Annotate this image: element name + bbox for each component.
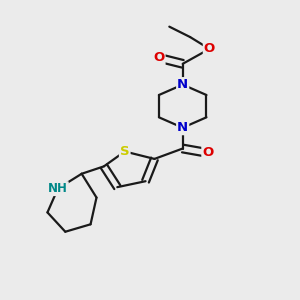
Text: N: N xyxy=(177,78,188,91)
Text: N: N xyxy=(177,121,188,134)
Text: NH: NH xyxy=(48,182,68,195)
Text: O: O xyxy=(153,51,164,64)
Text: O: O xyxy=(204,42,215,56)
Text: S: S xyxy=(120,145,130,158)
Text: O: O xyxy=(202,146,214,160)
